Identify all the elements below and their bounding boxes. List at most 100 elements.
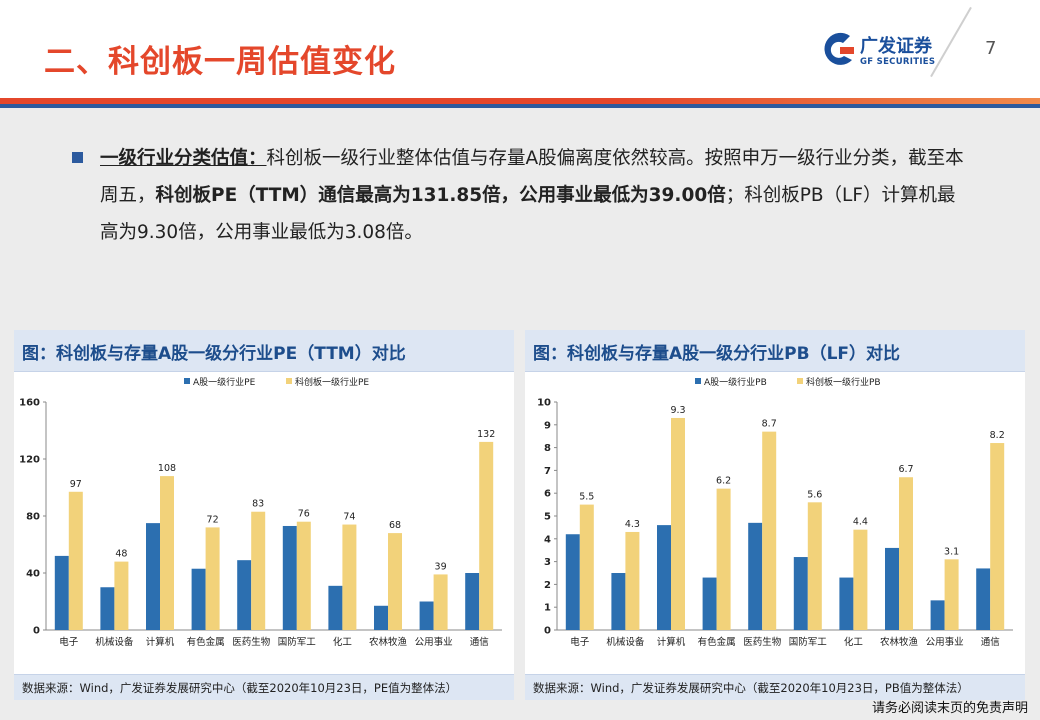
pe-data-label-0: 97: [70, 479, 82, 490]
pe-data-label-6: 74: [343, 512, 355, 523]
pb-y-tick-label: 2: [544, 580, 551, 591]
pe-bar-star-3: [205, 527, 220, 630]
company-logo: 广发证券 GF SECURITIES: [822, 30, 942, 74]
pb-y-tick-label: 7: [544, 466, 551, 477]
pe-bar-a-share-3: [191, 568, 206, 630]
logo-text-cn: 广发证券: [860, 36, 932, 57]
pb-bar-a-share-8: [930, 600, 945, 630]
pb-bar-a-share-6: [839, 577, 854, 630]
pb-y-axis: 0 1 2 3 4 5 6 7 8 9 10: [537, 398, 558, 637]
pb-bar-a-share-3: [702, 577, 717, 630]
pb-chart-source: 数据来源：Wind，广发证券发展研究中心（截至2020年10月23日，PB值为整…: [533, 681, 969, 695]
pe-data-label-8: 39: [435, 561, 447, 572]
pb-x-tick-label-3: 有色金属: [698, 636, 736, 648]
pe-data-label-4: 83: [252, 499, 264, 510]
pe-legend: A股一级行业PE 科创板一级行业PE: [184, 376, 369, 388]
pe-chart-panel: 图：科创板与存量A股一级分行业PE（TTM）对比 A股一级行业PE 科创板一级行业…: [14, 330, 514, 700]
header-band-red: [0, 98, 1040, 104]
bullet-text-1: 科创板一级行业整体估值与存量A股偏离度依然较高。按照申万一级行业分类，截至本周五…: [100, 148, 964, 206]
pb-bar-a-share-9: [976, 568, 991, 630]
pb-data-label-0: 5.5: [579, 492, 594, 503]
pe-bar-a-share-7: [374, 605, 388, 630]
pe-bar-a-share-6: [328, 585, 343, 630]
pe-bar-a-share-5: [282, 525, 297, 630]
pe-bar-a-share-2: [146, 523, 160, 630]
pe-data-label-7: 68: [389, 520, 401, 531]
bullet-bold-1: 科创板PE（TTM）通信最高为131.85倍，公用事业最低为39.00倍: [155, 185, 726, 206]
pe-bar-star-7: [388, 533, 402, 630]
pb-bar-star-5: [807, 502, 822, 630]
pe-legend-label-1: 科创板一级行业PE: [295, 376, 369, 388]
pb-legend-label-0: A股一级行业PB: [704, 376, 767, 388]
pb-bar-star-6: [853, 529, 868, 630]
pe-chart-title: 图：科创板与存量A股一级分行业PE（TTM）对比: [22, 344, 406, 364]
pb-bar-star-1: [625, 531, 640, 630]
page-number: 7: [985, 38, 997, 59]
pb-bar-a-share-4: [748, 522, 763, 630]
pb-x-tick-label-2: 计算机: [657, 636, 686, 648]
pb-bar-star-4: [762, 431, 777, 630]
pb-chart-source-bar: 数据来源：Wind，广发证券发展研究中心（截至2020年10月23日，PB值为整…: [525, 674, 1025, 700]
pe-data-label-1: 48: [115, 549, 127, 560]
bullet-text-2: ；科创板PB（LF）计算机最高为9.30倍，公用事业最低为3.08倍。: [100, 185, 956, 243]
pb-bar-a-share-7: [885, 547, 899, 630]
pe-x-tick-label-7: 农林牧渔: [369, 636, 408, 648]
pe-x-tick-label-4: 医药生物: [232, 636, 271, 648]
pe-y-tick-label: 0: [33, 626, 40, 637]
pb-x-tick-label-8: 公用事业: [926, 636, 964, 648]
pb-bar-a-share-0: [565, 534, 580, 630]
pb-bars: 5.5 4.3 9.3 6.2 8.7 5.6 4.4 6.7 3.1 8.2: [565, 405, 1005, 630]
pe-x-tick-label-6: 化工: [333, 636, 353, 648]
pb-bar-star-7: [899, 477, 913, 630]
pe-chart-source: 数据来源：Wind，广发证券发展研究中心（截至2020年10月23日，PE值为整…: [22, 681, 458, 695]
pe-bar-a-share-4: [237, 560, 252, 630]
pb-x-tick-label-7: 农林牧渔: [880, 636, 919, 648]
pe-data-label-5: 76: [298, 509, 310, 520]
pb-x-tick-label-5: 国防军工: [789, 636, 828, 648]
pe-bar-star-4: [251, 511, 266, 630]
pb-bar-star-9: [990, 443, 1005, 630]
pe-data-label-9: 132: [477, 429, 495, 440]
pb-y-tick-label: 10: [537, 398, 551, 409]
bullet-square-icon: [72, 152, 83, 163]
pe-bar-star-1: [114, 561, 129, 630]
pb-bar-star-3: [716, 488, 731, 630]
pe-x-tick-label-0: 电子: [59, 636, 79, 648]
pb-chart-title: 图：科创板与存量A股一级分行业PB（LF）对比: [533, 344, 901, 364]
pb-y-tick-label: 1: [544, 603, 551, 614]
pe-y-tick-label: 80: [26, 512, 40, 523]
pe-bar-star-6: [342, 524, 357, 630]
pb-data-label-7: 6.7: [898, 464, 913, 475]
pe-bar-a-share-9: [465, 573, 480, 630]
pe-bar-star-2: [160, 476, 174, 630]
logo-text-en: GF SECURITIES: [860, 57, 936, 67]
bullet-lead: 一级行业分类估值：: [100, 148, 267, 169]
pe-x-tick-label-8: 公用事业: [415, 636, 453, 648]
pe-bar-star-9: [479, 441, 494, 630]
pb-x-tick-label-6: 化工: [844, 636, 864, 648]
pb-bar-a-share-2: [657, 525, 671, 630]
pb-y-tick-label: 8: [544, 443, 551, 454]
pe-x-tick-label-3: 有色金属: [187, 636, 225, 648]
pb-legend-swatch-0: [695, 378, 701, 384]
pe-x-tick-label-9: 通信: [470, 636, 489, 648]
disclaimer: 请务必阅读末页的免责声明: [871, 701, 1028, 716]
pe-bar-a-share-8: [419, 601, 434, 630]
pe-bar-star-5: [296, 521, 311, 630]
pb-data-label-5: 5.6: [807, 489, 822, 500]
pe-chart-source-bar: 数据来源：Wind，广发证券发展研究中心（截至2020年10月23日，PE值为整…: [14, 674, 514, 700]
pb-data-label-4: 8.7: [762, 419, 777, 430]
pe-y-tick-label: 160: [19, 398, 40, 409]
pb-chart-title-bar: 图：科创板与存量A股一级分行业PB（LF）对比: [525, 330, 1025, 372]
pb-y-tick-label: 0: [544, 626, 551, 637]
pb-data-label-8: 3.1: [944, 546, 959, 557]
header-band-blue: [0, 104, 1040, 108]
pb-x-tick-label-4: 医药生物: [743, 636, 782, 648]
pe-bar-star-8: [433, 574, 448, 630]
pb-bar-a-share-1: [611, 573, 626, 630]
pb-bar-star-0: [579, 504, 594, 630]
pe-legend-swatch-0: [184, 378, 190, 384]
pb-y-tick-label: 9: [544, 420, 551, 431]
pb-x-tick-label-0: 电子: [570, 636, 590, 648]
pb-chart: A股一级行业PB 科创板一级行业PB 0 1 2 3 4 5 6 7 8 9 10 5.5 4.3 9.3 6.…: [537, 376, 1013, 648]
